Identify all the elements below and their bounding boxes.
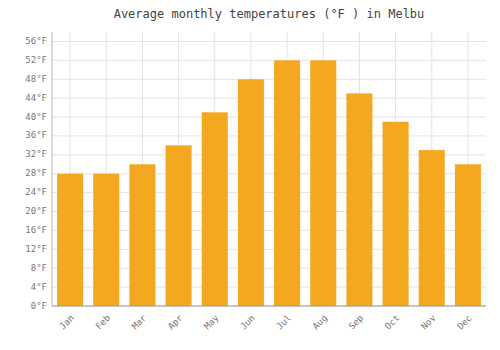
x-tick-label: Aug xyxy=(311,313,330,332)
chart-container: 0°F 4°F 8°F 12°F 16°F 20°F 24°F 28°F 32°F 36°F 40°… xyxy=(0,0,500,350)
y-grid-line xyxy=(52,79,486,80)
y-tick-label: 20°F xyxy=(25,206,47,216)
x-tick-label: Sep xyxy=(347,313,366,332)
y-grid-line xyxy=(52,98,486,99)
x-tick-label: Mar xyxy=(130,312,149,331)
x-tick-label: Jan xyxy=(57,313,76,332)
x-tick-label: Jul xyxy=(274,313,293,332)
bar xyxy=(274,60,300,306)
x-tick-label: Dec xyxy=(455,313,474,332)
y-grid-line xyxy=(52,306,486,307)
y-tick-label: 48°F xyxy=(25,74,47,84)
x-tick-label: Oct xyxy=(383,313,402,332)
bar xyxy=(419,150,445,306)
y-tick-label: 28°F xyxy=(25,168,47,178)
y-tick-label: 24°F xyxy=(25,187,47,197)
x-axis-line xyxy=(52,306,486,307)
bar xyxy=(129,164,155,306)
y-tick-label: 4°F xyxy=(31,282,47,292)
y-tick-label: 12°F xyxy=(25,244,47,254)
grid xyxy=(52,32,486,306)
y-tick-label: 36°F xyxy=(25,130,47,140)
y-grid-line xyxy=(52,60,486,61)
chart: 0°F 4°F 8°F 12°F 16°F 20°F 24°F 28°F 32°F 36°F 40°… xyxy=(0,0,500,350)
y-tick-label: 16°F xyxy=(25,225,47,235)
x-tick-label: Nov xyxy=(419,313,438,332)
bar xyxy=(166,145,192,306)
y-tick-label: 8°F xyxy=(31,263,47,273)
bar xyxy=(238,79,264,306)
bar xyxy=(202,112,228,306)
x-tick-label: May xyxy=(202,312,221,331)
bar xyxy=(93,174,119,306)
y-grid-line xyxy=(52,117,486,118)
y-tick-label: 56°F xyxy=(25,36,47,46)
bar xyxy=(383,122,409,306)
x-tick-label: Jun xyxy=(238,313,257,332)
y-tick-label: 52°F xyxy=(25,55,47,65)
y-axis: 0°F 4°F 8°F 12°F 16°F 20°F 24°F 28°F 32°F 36°F 40°… xyxy=(25,32,52,311)
bar xyxy=(310,60,336,306)
bar xyxy=(57,174,83,306)
y-grid-line xyxy=(52,135,486,136)
bars xyxy=(57,60,481,306)
bar xyxy=(346,93,372,306)
x-tick-label: Feb xyxy=(94,313,113,332)
y-tick-label: 0°F xyxy=(31,301,47,311)
bar xyxy=(455,164,481,306)
y-tick-label: 40°F xyxy=(25,112,47,122)
y-tick-label: 32°F xyxy=(25,149,47,159)
y-grid-line xyxy=(52,41,486,42)
x-tick-label: Apr xyxy=(166,312,185,331)
title: Average monthly temperatures (°F ) in Me… xyxy=(114,7,425,21)
y-axis-line xyxy=(52,32,53,306)
y-tick-label: 44°F xyxy=(25,93,47,103)
x-axis: Jan Feb Mar Apr May Jun Jul Aug Sep Oct Nov Dec xyxy=(52,306,486,331)
